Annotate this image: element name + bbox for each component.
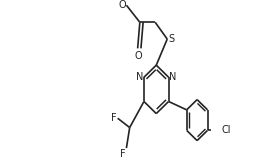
Text: O: O bbox=[135, 51, 142, 61]
Text: N: N bbox=[169, 72, 177, 81]
Text: S: S bbox=[168, 34, 175, 44]
Text: F: F bbox=[120, 149, 126, 159]
Text: Cl: Cl bbox=[221, 125, 231, 135]
Text: O: O bbox=[118, 0, 126, 10]
Text: N: N bbox=[136, 72, 143, 81]
Text: F: F bbox=[111, 113, 117, 123]
